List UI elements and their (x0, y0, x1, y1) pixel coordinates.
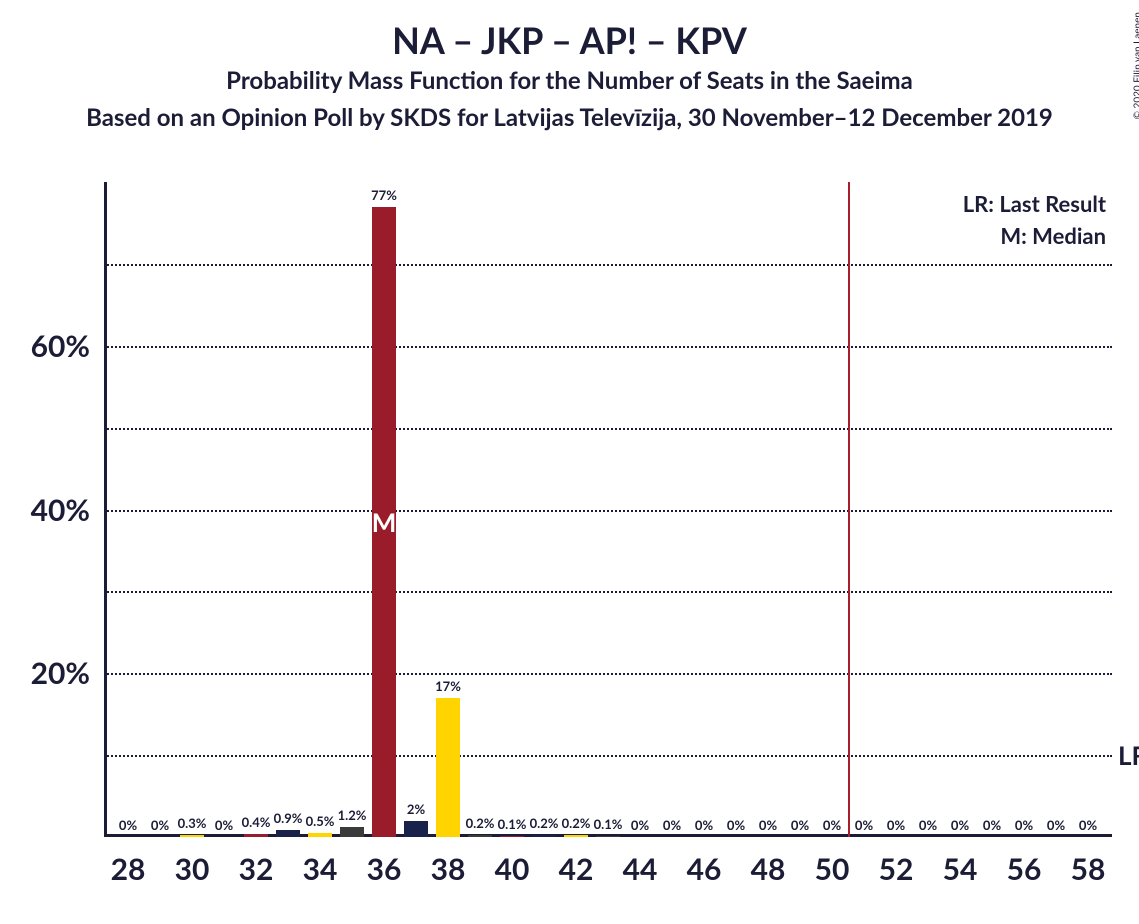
lr-marker-label: LR (1112, 739, 1139, 771)
x-tick-label: 28 (111, 837, 146, 887)
x-tick-label: 50 (815, 837, 850, 887)
grid-line (104, 510, 1112, 512)
median-marker-label: M (372, 506, 397, 538)
x-tick-label: 36 (367, 837, 402, 887)
grid-line (104, 755, 1112, 757)
bar-value-label: 0% (727, 817, 745, 833)
x-tick-label: 38 (431, 837, 466, 887)
x-tick-label: 48 (751, 837, 786, 887)
bar-value-label: 0% (151, 817, 169, 833)
y-tick-label: 40% (31, 492, 104, 528)
bar (276, 830, 299, 837)
x-tick-label: 58 (1071, 837, 1106, 887)
bar-value-label: 0% (951, 817, 969, 833)
bar-value-label: 0% (663, 817, 681, 833)
x-tick-label: 56 (1007, 837, 1042, 887)
grid-line (104, 591, 1112, 593)
copyright-text: © 2020 Filip van Laenen (1131, 12, 1139, 119)
x-tick-label: 34 (303, 837, 338, 887)
legend-lr: LR: Last Result (963, 190, 1106, 217)
bar-value-label: 0.1% (594, 816, 623, 832)
plot-area: 20%40%60%0%0%0.3%0%0.4%0.9%0.5%1.2%77%2%… (104, 182, 1112, 837)
bar (532, 835, 555, 837)
x-tick-label: 30 (175, 837, 210, 887)
bar-value-label: 1.2% (338, 807, 367, 823)
chart-subtitle-2: Based on an Opinion Poll by SKDS for Lat… (0, 103, 1139, 132)
y-tick-label: 20% (31, 655, 104, 691)
x-tick-label: 44 (623, 837, 658, 887)
bar-value-label: 77% (371, 187, 397, 203)
bar (404, 821, 427, 837)
bar (340, 827, 363, 837)
bar-value-label: 0% (695, 817, 713, 833)
bar (596, 836, 619, 837)
bar-value-label: 2% (407, 801, 425, 817)
bar-value-label: 0% (631, 817, 649, 833)
bar-value-label: 0% (119, 817, 137, 833)
bar-value-label: 0.2% (466, 815, 495, 831)
bar (436, 698, 459, 837)
bar-value-label: 0% (1079, 817, 1097, 833)
grid-line (104, 428, 1112, 430)
bar-value-label: 0.2% (530, 815, 559, 831)
bar-value-label: 0% (215, 817, 233, 833)
x-tick-label: 40 (495, 837, 530, 887)
bar-value-label: 0.9% (274, 810, 303, 826)
x-tick-label: 32 (239, 837, 274, 887)
chart-container: NA – JKP – AP! – KPV Probability Mass Fu… (0, 0, 1139, 924)
chart-title: NA – JKP – AP! – KPV (0, 18, 1139, 62)
bar-value-label: 0.3% (178, 815, 207, 831)
chart-subtitle-1: Probability Mass Function for the Number… (0, 66, 1139, 95)
bar-value-label: 0% (919, 817, 937, 833)
titles-block: NA – JKP – AP! – KPV Probability Mass Fu… (0, 0, 1139, 132)
bar-value-label: 0% (823, 817, 841, 833)
legend-median: M: Median (1000, 222, 1106, 249)
lr-line (848, 182, 850, 837)
x-tick-label: 46 (687, 837, 722, 887)
x-tick-label: 54 (943, 837, 978, 887)
bar-value-label: 0% (983, 817, 1001, 833)
bar-value-label: 0% (791, 817, 809, 833)
bar-value-label: 17% (435, 678, 461, 694)
x-tick-label: 42 (559, 837, 594, 887)
bar-value-label: 0.1% (498, 816, 527, 832)
x-tick-label: 52 (879, 837, 914, 887)
y-tick-label: 60% (31, 328, 104, 364)
bar-value-label: 0% (887, 817, 905, 833)
bar-value-label: 0.5% (306, 813, 335, 829)
grid-line (104, 346, 1112, 348)
bar (468, 835, 491, 837)
bar-value-label: 0.4% (242, 814, 271, 830)
bar-value-label: 0% (759, 817, 777, 833)
bar-value-label: 0% (855, 817, 873, 833)
grid-line (104, 673, 1112, 675)
bar-value-label: 0% (1047, 817, 1065, 833)
bar-value-label: 0.2% (562, 815, 591, 831)
grid-line (104, 264, 1112, 266)
bar-value-label: 0% (1015, 817, 1033, 833)
